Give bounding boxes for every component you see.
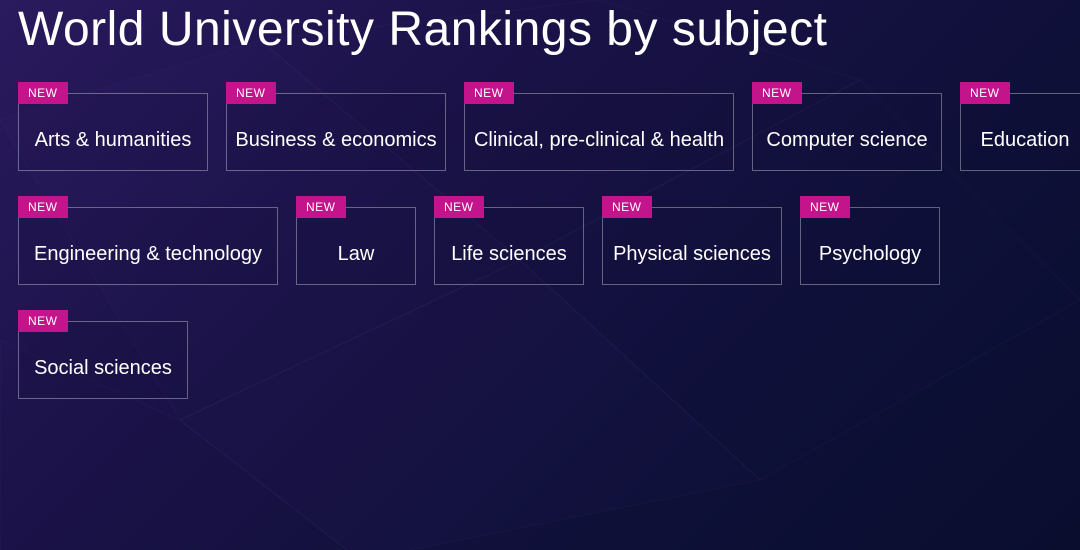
subject-card[interactable]: NEWLife sciences [434, 207, 584, 285]
subject-card-label: Social sciences [34, 357, 172, 380]
new-badge: NEW [296, 196, 346, 218]
new-badge: NEW [752, 82, 802, 104]
new-badge: NEW [18, 82, 68, 104]
subject-card[interactable]: NEWArts & humanities [18, 93, 208, 171]
new-badge: NEW [434, 196, 484, 218]
subject-card-label: Engineering & technology [34, 243, 262, 266]
subject-card[interactable]: NEWClinical, pre-clinical & health [464, 93, 734, 171]
subject-card[interactable]: NEWPhysical sciences [602, 207, 782, 285]
subject-rows: NEWArts & humanitiesNEWBusiness & econom… [18, 93, 1062, 399]
subject-card-label: Life sciences [451, 243, 567, 266]
new-badge: NEW [18, 310, 68, 332]
subject-card[interactable]: NEWSocial sciences [18, 321, 188, 399]
subject-card[interactable]: NEWEducation [960, 93, 1080, 171]
subject-card-label: Clinical, pre-clinical & health [474, 129, 724, 152]
subject-card-label: Psychology [819, 243, 921, 266]
subject-card-label: Arts & humanities [35, 129, 192, 152]
subject-row: NEWSocial sciences [18, 321, 1062, 399]
new-badge: NEW [602, 196, 652, 218]
new-badge: NEW [226, 82, 276, 104]
new-badge: NEW [960, 82, 1010, 104]
subject-row: NEWEngineering & technologyNEWLawNEWLife… [18, 207, 1062, 285]
subject-card[interactable]: NEWBusiness & economics [226, 93, 446, 171]
new-badge: NEW [18, 196, 68, 218]
subject-card[interactable]: NEWPsychology [800, 207, 940, 285]
new-badge: NEW [800, 196, 850, 218]
new-badge: NEW [464, 82, 514, 104]
subject-row: NEWArts & humanitiesNEWBusiness & econom… [18, 93, 1062, 171]
subject-card-label: Law [338, 243, 375, 266]
subject-card-label: Education [981, 129, 1070, 152]
subject-card[interactable]: NEWEngineering & technology [18, 207, 278, 285]
page-title: World University Rankings by subject [18, 0, 1062, 57]
subject-card-label: Computer science [766, 129, 927, 152]
subject-card-label: Physical sciences [613, 243, 771, 266]
subject-card[interactable]: NEWLaw [296, 207, 416, 285]
subject-card-label: Business & economics [235, 129, 436, 152]
subject-card[interactable]: NEWComputer science [752, 93, 942, 171]
